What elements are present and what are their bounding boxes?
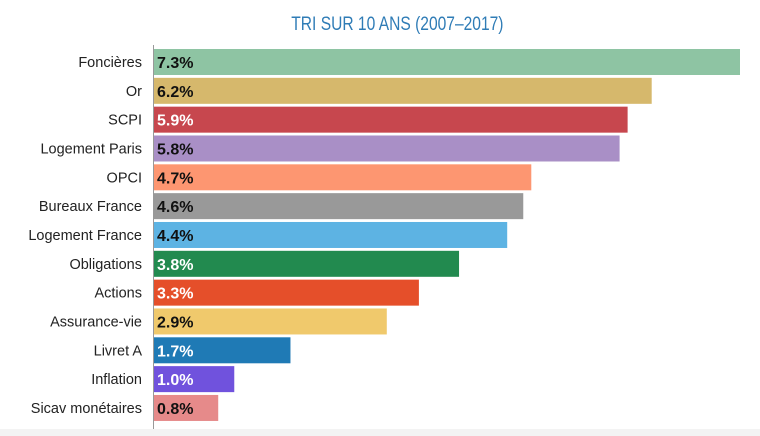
bar <box>154 308 387 335</box>
data-label: 0.8% <box>157 401 193 418</box>
bar <box>154 337 291 364</box>
data-label: 1.0% <box>157 372 193 389</box>
category-label: Or <box>126 84 142 100</box>
bar <box>154 366 235 393</box>
data-label: 4.4% <box>157 228 193 245</box>
category-label: Sicav monétaires <box>31 401 142 417</box>
data-label: 1.7% <box>157 343 193 360</box>
bar <box>154 77 652 104</box>
category-label: SCPI <box>108 113 142 129</box>
category-label: Bureaux France <box>39 199 142 215</box>
data-label: 5.9% <box>157 113 193 130</box>
category-label: Foncières <box>78 55 142 71</box>
category-label: Inflation <box>91 372 142 388</box>
category-label: Logement France <box>28 228 142 244</box>
category-label: Livret A <box>94 343 143 359</box>
bar <box>154 221 508 248</box>
data-label: 4.6% <box>157 199 193 216</box>
category-label: Actions <box>94 286 142 302</box>
data-label: 3.3% <box>157 286 193 303</box>
bar <box>154 250 460 277</box>
bottom-strip <box>0 429 760 436</box>
category-label: Logement Paris <box>40 141 142 157</box>
bar <box>154 49 740 75</box>
data-label: 2.9% <box>157 314 193 331</box>
data-label: 4.7% <box>157 170 193 187</box>
category-label: Assurance-vie <box>50 314 142 330</box>
bar <box>154 106 628 133</box>
bar <box>154 394 219 421</box>
data-label: 3.8% <box>157 257 193 274</box>
bar <box>154 135 620 162</box>
data-label: 6.2% <box>157 84 193 101</box>
data-label: 7.3% <box>157 55 193 72</box>
category-label: OPCI <box>107 170 142 186</box>
bar <box>154 279 419 306</box>
chart-title: TRI SUR 10 ANS (2007–2017) <box>0 14 760 36</box>
bar <box>154 164 532 191</box>
bar <box>154 193 524 220</box>
data-label: 5.8% <box>157 141 193 158</box>
category-label: Obligations <box>69 257 142 273</box>
chart-title-text: TRI SUR 10 ANS (2007–2017) <box>291 14 504 35</box>
